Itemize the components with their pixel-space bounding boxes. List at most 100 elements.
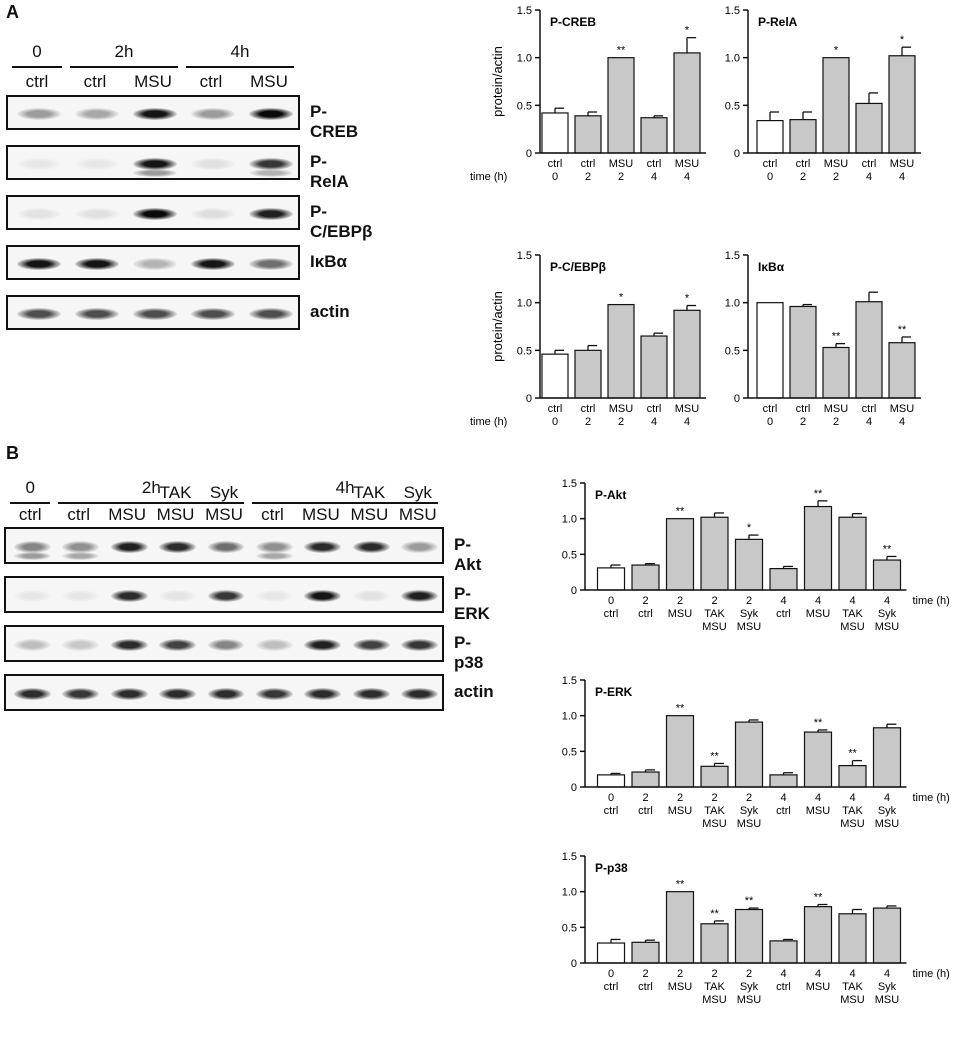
y-tick-label: 1.5 — [517, 5, 532, 17]
x-tick-label: MSU — [806, 805, 831, 817]
x-tick-label-time: 4 — [684, 416, 690, 428]
lane-label: ctrl — [199, 72, 223, 91]
lane-label-top: Syk — [403, 483, 432, 502]
bar — [803, 906, 833, 964]
y-tick-label: 0 — [571, 958, 577, 970]
y-tick-label: 0 — [734, 148, 740, 160]
bar — [855, 301, 883, 399]
x-tick-label-treatment: MSU — [875, 818, 900, 830]
chart-title: P-ERK — [595, 685, 633, 699]
x-tick-label: MSU — [675, 403, 700, 415]
blot-band — [74, 307, 120, 320]
x-tick-label: ctrl — [581, 158, 596, 170]
x-tick-label-treatment: MSU — [875, 994, 900, 1006]
x-tick-label-time: 2 — [711, 595, 717, 607]
bar — [607, 57, 635, 154]
x-tick-label: Syk — [740, 981, 759, 993]
x-tick-label-time: 2 — [642, 968, 648, 980]
x-tick-label: ctrl — [763, 403, 778, 415]
bar — [872, 727, 902, 788]
blot-band — [248, 257, 294, 270]
blot-band — [190, 157, 236, 170]
bar — [769, 567, 798, 591]
panel-letter-a: A — [6, 2, 19, 22]
x-tick-label: ctrl — [796, 403, 811, 415]
blot-band-secondary — [13, 551, 51, 560]
y-tick-label: 1.5 — [562, 851, 577, 863]
y-tick-label: 1.0 — [562, 711, 577, 723]
blot-band — [132, 107, 178, 120]
y-tick-label: 0.5 — [517, 345, 532, 357]
x-tick-label: MSU — [890, 403, 915, 415]
x-tick-label-time: 2 — [746, 968, 752, 980]
x-tick-label: ctrl — [796, 158, 811, 170]
blot-band — [16, 257, 62, 270]
blot-band — [248, 157, 294, 170]
lane-label: ctrl — [261, 505, 284, 524]
x-tick-label-time: 4 — [899, 416, 905, 428]
x-tick-label-time: 4 — [815, 792, 821, 804]
bar — [734, 538, 764, 591]
panel-letter-b: B — [6, 443, 19, 463]
blot-band — [159, 687, 196, 700]
x-axis-label: time (h) — [470, 171, 507, 183]
x-tick-label: Syk — [878, 981, 897, 993]
blot-label: P-ERK — [454, 583, 490, 623]
blot-label: P-p38 — [454, 632, 484, 672]
bar — [872, 559, 902, 591]
lane-label: ctrl — [83, 72, 107, 91]
x-tick-label-time: 0 — [767, 416, 773, 428]
significance-marker: * — [900, 34, 905, 46]
x-axis-label: time (h) — [913, 595, 950, 607]
blot-band — [159, 589, 196, 602]
blot-band — [13, 589, 51, 602]
x-axis-label: time (h) — [913, 792, 950, 804]
blot-band — [13, 638, 51, 651]
x-tick-label-time: 2 — [585, 416, 591, 428]
time-label: 0 — [25, 478, 35, 497]
significance-marker: ** — [617, 45, 626, 57]
x-tick-label: Syk — [878, 805, 897, 817]
x-tick-label-time: 4 — [780, 792, 786, 804]
y-axis-label: protein/actin — [490, 46, 505, 117]
x-tick-label-time: 0 — [608, 968, 614, 980]
x-tick-label-time: 4 — [651, 171, 657, 183]
time-label: 4h — [335, 478, 355, 497]
x-tick-label-time: 2 — [677, 968, 683, 980]
blot-band — [401, 540, 439, 553]
time-group-line — [12, 66, 62, 68]
blot-band — [16, 207, 62, 220]
blot-band — [256, 638, 293, 651]
x-tick-label: TAK — [704, 805, 725, 817]
y-tick-label: 0.5 — [562, 746, 577, 758]
x-tick-label-time: 0 — [608, 595, 614, 607]
blot-band — [352, 540, 390, 553]
bar — [769, 774, 798, 788]
blot-band — [132, 157, 178, 170]
time-label: 2h — [141, 478, 161, 497]
x-tick-label: ctrl — [647, 403, 662, 415]
y-tick-label: 1.5 — [562, 478, 577, 490]
blot-band — [207, 638, 245, 651]
bar — [838, 516, 867, 591]
significance-marker: ** — [710, 908, 719, 920]
x-tick-label-time: 4 — [815, 968, 821, 980]
time-label: 2h — [114, 42, 134, 61]
x-tick-label: MSU — [824, 158, 849, 170]
blot-band — [190, 207, 236, 220]
significance-marker: ** — [848, 748, 857, 760]
x-tick-label-time: 4 — [815, 595, 821, 607]
blot-band — [62, 540, 100, 553]
blot-band — [110, 638, 148, 651]
y-tick-label: 1.0 — [725, 53, 740, 65]
lane-label: MSU — [250, 72, 288, 91]
time-group-line — [70, 66, 178, 68]
blot-band — [159, 638, 196, 651]
blot-band — [190, 257, 236, 270]
chart-title: P-C/EBPβ — [550, 260, 606, 274]
bar — [855, 102, 883, 154]
y-tick-label: 0.5 — [517, 100, 532, 112]
chart-title: P-p38 — [595, 861, 628, 875]
time-label: 4h — [230, 42, 250, 61]
x-tick-label-time: 2 — [800, 416, 806, 428]
